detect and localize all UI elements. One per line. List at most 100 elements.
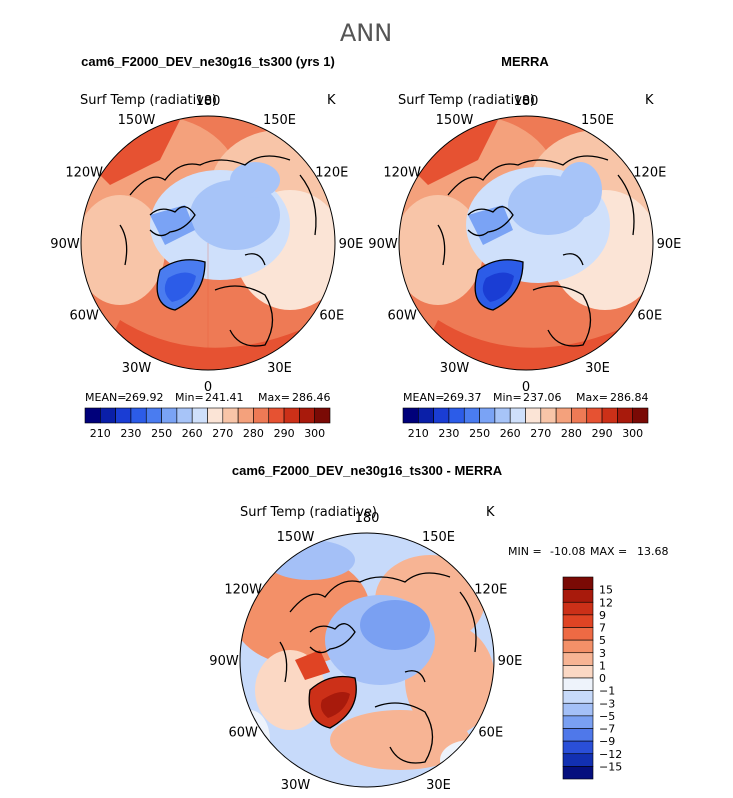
colorbar-tick: −9 <box>599 735 615 748</box>
colorbar-swatch <box>562 715 594 729</box>
colorbar-tick: −5 <box>599 710 615 723</box>
colorbar-swatch <box>448 407 465 424</box>
colorbar-swatch <box>562 639 594 654</box>
lon-label: 0 <box>522 380 530 395</box>
colorbar-swatch <box>402 407 419 424</box>
panel-merra-min-label: Min= <box>493 391 522 404</box>
lon-label: 60E <box>478 726 503 741</box>
panel-model-map <box>81 116 335 370</box>
panel-merra-max-label: Max= <box>576 391 608 404</box>
colorbar-tick: −12 <box>599 748 622 761</box>
colorbar-tick: 1 <box>599 659 606 672</box>
colorbar-tick: 290 <box>274 427 295 440</box>
colorbar-swatch <box>176 407 193 424</box>
lon-label: 180 <box>514 94 539 109</box>
colorbar-swatch <box>253 407 270 424</box>
colorbar-swatch <box>84 407 101 424</box>
colorbar-swatch <box>433 407 450 424</box>
colorbar-swatch <box>632 407 649 424</box>
colorbar-swatch <box>418 407 434 424</box>
colorbar-swatch <box>494 407 511 424</box>
lon-label: 180 <box>355 511 380 526</box>
colorbar-tick: 250 <box>469 427 490 440</box>
colorbar-tick: −1 <box>599 685 615 698</box>
lon-label: 150E <box>263 113 296 128</box>
lon-label: 90E <box>657 237 682 252</box>
colorbar-swatch <box>299 407 315 424</box>
colorbar-swatch <box>268 407 285 424</box>
colorbar-tick: 12 <box>599 596 613 609</box>
colorbar-swatch <box>540 407 557 424</box>
lon-label: 90W <box>368 237 398 252</box>
panel-merra-units: K <box>645 93 654 108</box>
colorbar-tick: 230 <box>438 427 459 440</box>
colorbar-swatch <box>509 407 526 424</box>
lon-label: 60E <box>319 309 344 324</box>
lon-label: 120E <box>474 583 507 598</box>
panel-model-min-label: Min= <box>175 391 204 404</box>
colorbar-swatch <box>237 407 254 424</box>
panel-model-rim <box>80 115 336 371</box>
panel-merra-mean: 269.37 <box>443 391 482 404</box>
panel-model-min: 241.41 <box>205 391 244 404</box>
lon-label: 150W <box>436 113 474 128</box>
lon-label: 60W <box>69 309 99 324</box>
colorbar-tick: 260 <box>182 427 203 440</box>
colorbar-tick: −3 <box>599 697 615 710</box>
lon-label: 30E <box>585 361 610 376</box>
panel-merra-colorbar: 210 230 250 260 270 280 290 300 <box>402 407 649 440</box>
panel-diff-max-label: MAX = <box>590 545 627 558</box>
panel-model-colorbar: 210 230 250 260 270 280 290 300 <box>84 407 331 440</box>
panel-model-title: cam6_F2000_DEV_ne30g16_ts300 (yrs 1) <box>81 54 335 69</box>
panel-diff-min: -10.08 <box>550 545 585 558</box>
lon-label: 90W <box>50 237 80 252</box>
panel-diff: cam6_F2000_DEV_ne30g16_ts300 - MERRA Sur… <box>209 463 668 798</box>
panel-model-mean-label: MEAN= <box>85 391 126 404</box>
colorbar-swatch <box>314 407 331 424</box>
colorbar-swatch <box>562 614 594 628</box>
panel-diff-variable: Surf Temp (radiative) <box>240 505 377 520</box>
panel-merra-variable: Surf Temp (radiative) <box>398 93 535 108</box>
panel-merra: MERRA Surf Temp (radiative) K <box>368 54 681 440</box>
panel-model-lon-labels: 180 150E 120E 90E 60E 30E 0 30W 60W 90W 120W 150W <box>50 94 363 395</box>
panel-model-units: K <box>327 93 336 108</box>
colorbar-swatch <box>562 665 594 679</box>
colorbar-swatch <box>562 601 594 616</box>
panel-diff-map <box>240 533 494 787</box>
colorbar-tick: 210 <box>408 427 429 440</box>
lon-label: 120W <box>224 583 262 598</box>
colorbar-swatch <box>222 407 239 424</box>
colorbar-swatch <box>525 407 542 424</box>
panel-merra-stats: MEAN= 269.37 Min= 237.06 Max= 286.84 <box>403 391 649 404</box>
lon-label: 30E <box>426 778 451 793</box>
colorbar-swatch <box>191 407 208 424</box>
lon-label: 60E <box>637 309 662 324</box>
lon-label: 90W <box>209 654 239 669</box>
lon-label: 120W <box>383 166 421 181</box>
colorbar-swatch <box>555 407 572 424</box>
colorbar-tick: 270 <box>212 427 233 440</box>
colorbar-swatch <box>145 407 162 424</box>
colorbar-tick: 300 <box>304 427 325 440</box>
colorbar-swatch <box>586 407 603 424</box>
lon-label: 90E <box>339 237 364 252</box>
lon-label: 60W <box>387 309 417 324</box>
lon-label: 120W <box>65 166 103 181</box>
colorbar-tick: 280 <box>243 427 264 440</box>
colorbar-swatch <box>562 702 594 717</box>
colorbar-tick: 5 <box>599 634 606 647</box>
panel-diff-min-label: MIN = <box>508 545 542 558</box>
colorbar-tick: 230 <box>120 427 141 440</box>
panel-merra-map <box>399 116 653 370</box>
colorbar-tick: 7 <box>599 622 606 635</box>
panel-model-max: 286.46 <box>292 391 331 404</box>
colorbar-swatch <box>115 407 132 424</box>
lon-label: 180 <box>196 94 221 109</box>
colorbar-swatch <box>571 407 588 424</box>
colorbar-swatch <box>283 407 300 424</box>
panel-model: cam6_F2000_DEV_ne30g16_ts300 (yrs 1) Sur… <box>50 54 363 440</box>
lon-label: 0 <box>204 380 212 395</box>
colorbar-tick: 15 <box>599 584 613 597</box>
panel-diff-title: cam6_F2000_DEV_ne30g16_ts300 - MERRA <box>232 463 503 478</box>
